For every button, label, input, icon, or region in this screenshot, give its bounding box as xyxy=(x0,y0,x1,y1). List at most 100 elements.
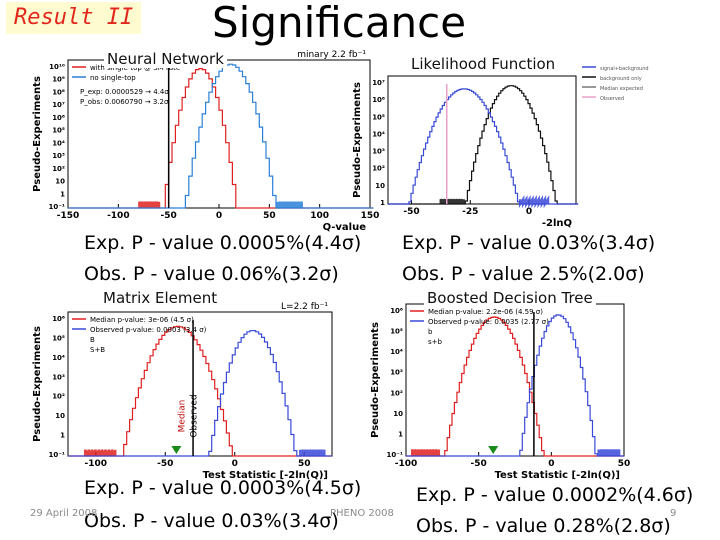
me-plot-frame xyxy=(67,311,333,457)
lf-x-axis-label: -2lnQ xyxy=(542,218,572,229)
me-y-tick-label: 10⁶ xyxy=(52,315,65,323)
nn-obs-pvalue: Obs. P - value 0.06%(3.2σ) xyxy=(84,263,339,285)
nn-y-tick-label: 1 xyxy=(60,190,65,198)
lf-legend-entry: Observed xyxy=(600,96,624,102)
me-tail-fill xyxy=(299,449,326,457)
nn-legend-extra: P_obs: 0.0060790 → 3.2σ xyxy=(80,98,169,106)
bdt-y-tick-label: 10⁴ xyxy=(390,348,403,356)
nn-y-tick-label: 10² xyxy=(52,165,65,173)
me-legend-entry: Observed p-value: 0.0003 (3.4 σ) xyxy=(90,326,207,334)
me-obs-pvalue: Obs. P - value 0.03%(3.4σ) xyxy=(84,510,339,532)
bdt-series-b xyxy=(406,314,624,457)
me-series-s-b xyxy=(68,325,332,457)
bdt-series-s-b xyxy=(406,316,624,457)
lf-tail-fill xyxy=(518,194,550,209)
nn-x-tick-label: -100 xyxy=(107,211,130,221)
nn-tail-fill xyxy=(138,201,161,209)
bdt-tail-fill xyxy=(410,448,441,457)
nn-x-tick-label: 150 xyxy=(361,211,380,221)
method-label-me: Matrix Element xyxy=(100,289,221,307)
bdt-x-tick-label: 50 xyxy=(618,459,631,469)
nn-legend-entry: no single-top xyxy=(90,74,136,82)
bdt-legend-entry: s+b xyxy=(428,338,443,346)
nn-x-tick-label: -50 xyxy=(161,211,177,221)
lf-x-tick-label: -25 xyxy=(462,207,478,217)
lf-x-tick-label: 0 xyxy=(526,207,532,217)
me-annotation: Observed xyxy=(189,394,199,437)
lf-y-tick-label: 10 xyxy=(375,182,385,190)
bdt-median-marker xyxy=(488,446,499,454)
bdt-y-tick-label: 10⁻¹ xyxy=(386,451,403,459)
nn-y-tick-label: 10 xyxy=(55,178,65,186)
bdt-y-tick-label: 10 xyxy=(393,410,403,418)
nn-x-axis-label: Q-value xyxy=(323,222,367,233)
me-y-tick-label: 10⁵ xyxy=(52,334,65,342)
nn-y-tick-label: 10⁻¹ xyxy=(48,203,65,211)
bdt-plot-frame xyxy=(405,303,625,457)
lf-y-tick-label: 10² xyxy=(372,165,385,173)
me-y-tick-label: 1 xyxy=(60,432,65,440)
lf-series-background-only xyxy=(388,85,579,205)
lf-y-tick-label: 10⁷ xyxy=(372,79,385,87)
me-series-b xyxy=(68,330,332,457)
me-x-tick-label: -100 xyxy=(85,459,108,469)
me-y-tick-label: 10² xyxy=(52,393,65,401)
nn-y-tick-label: 10³ xyxy=(52,152,65,160)
bdt-x-tick-label: 0 xyxy=(548,459,554,469)
nn-legend-extra: P_exp: 0.0000529 → 4.4σ xyxy=(80,88,169,96)
nn-y-tick-label: 10⁹ xyxy=(52,76,65,84)
lf-y-tick-label: 10⁴ xyxy=(372,130,385,138)
nn-x-tick-label: 0 xyxy=(216,211,222,221)
me-y-tick-label: 10⁻¹ xyxy=(48,451,65,459)
me-x-tick-label: 50 xyxy=(298,459,311,469)
lf-y-tick-label: 10³ xyxy=(372,148,385,156)
nn-x-tick-label: 100 xyxy=(310,211,329,221)
nn-plot-frame xyxy=(67,59,371,209)
bdt-x-tick-label: -50 xyxy=(471,459,487,469)
nn-legend-entry: with single-top @ SM rate xyxy=(90,64,180,72)
bdt-obs-pvalue: Obs. P - value 0.28%(2.8σ) xyxy=(416,515,671,537)
lf-y-tick-label: 10⁶ xyxy=(372,96,385,104)
footer-conference: PHENO 2008 xyxy=(330,508,394,519)
lf-y-tick-label: 1 xyxy=(380,199,385,207)
me-subtitle: L=2.2 fb⁻¹ xyxy=(281,302,328,312)
bdt-legend-entry: Observed p-value: 0.0035 (2.77 σ) xyxy=(428,318,549,326)
me-x-axis-label: Test Statistic [-2ln(Q)] xyxy=(203,470,328,481)
bdt-y-tick-label: 10⁶ xyxy=(390,307,403,315)
me-y-tick-label: 10 xyxy=(55,412,65,420)
nn-y-tick-label: 10⁵ xyxy=(52,127,65,135)
page-title: Significance xyxy=(212,0,467,47)
nn-y-tick-label: 10⁷ xyxy=(52,101,65,109)
bdt-y-tick-label: 10² xyxy=(390,389,403,397)
nn-y-tick-label: 10⁴ xyxy=(52,139,65,147)
lf-legend-entry: background only xyxy=(600,76,642,82)
me-y-tick-label: 10³ xyxy=(52,373,65,381)
nn-tail-fill xyxy=(276,201,303,209)
me-exp-pvalue: Exp. P - value 0.0003%(4.5σ) xyxy=(84,477,362,499)
nn-y-axis-label: Pseudo-Experiments xyxy=(32,76,43,192)
bdt-legend-entry: b xyxy=(428,328,433,336)
lf-exp-pvalue: Exp. P - value 0.03%(3.4σ) xyxy=(402,232,656,254)
me-y-tick-label: 10⁴ xyxy=(52,354,65,362)
bdt-legend-entry: Median p-value: 2.2e-06 (4.59 σ) xyxy=(428,308,543,316)
nn-x-tick-label: -150 xyxy=(57,211,80,221)
lf-tail-fill xyxy=(439,198,465,205)
bdt-tail-fill xyxy=(597,449,621,457)
bdt-exp-pvalue: Exp. P - value 0.0002%(4.6σ) xyxy=(416,484,694,506)
lf-legend-entry: signal+background xyxy=(600,66,649,72)
nn-y-tick-label: 10⁸ xyxy=(52,88,65,96)
nn-exp-pvalue: Exp. P - value 0.0005%(4.4σ) xyxy=(84,232,362,254)
bdt-y-tick-label: 10³ xyxy=(390,369,403,377)
me-legend-entry: Median p-value: 3e-06 (4.5 σ) xyxy=(90,316,194,324)
me-annotation: Median xyxy=(177,400,187,433)
footer-date: 29 April 2008 xyxy=(30,508,98,519)
bdt-y-tick-label: 1 xyxy=(398,430,403,438)
bdt-x-tick-label: -100 xyxy=(395,459,418,469)
lf-y-tick-label: 10⁵ xyxy=(372,113,385,121)
bdt-y-tick-label: 10⁵ xyxy=(390,328,403,336)
nn-y-tick-label: 10⁶ xyxy=(52,114,65,122)
me-legend-entry: B xyxy=(90,336,95,344)
me-x-tick-label: 0 xyxy=(232,459,238,469)
nn-subtitle: minary 2.2 fb⁻¹ xyxy=(297,50,366,60)
